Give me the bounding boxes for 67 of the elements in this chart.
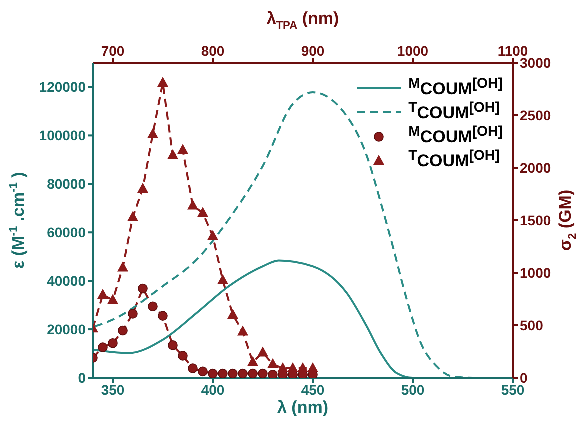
legend-label: $^{T}$COUM$^{[OH]}$ xyxy=(408,148,500,172)
y-tick-label: 120000 xyxy=(39,79,86,96)
point xyxy=(198,366,208,377)
x2-tick-label: 700 xyxy=(101,43,125,59)
x2-tick-label: 800 xyxy=(201,43,225,59)
point xyxy=(188,364,198,374)
point xyxy=(98,342,108,352)
point xyxy=(148,302,158,312)
point xyxy=(138,284,148,294)
x-tick-label: 400 xyxy=(201,382,225,398)
y-tick-label: 100000 xyxy=(39,128,86,144)
point xyxy=(128,309,138,319)
point xyxy=(268,370,278,378)
y-tick-label: 80000 xyxy=(47,176,86,192)
point xyxy=(158,311,168,321)
point xyxy=(188,200,198,210)
point xyxy=(228,309,238,319)
point xyxy=(168,149,178,160)
point xyxy=(248,356,258,366)
point xyxy=(98,289,108,300)
y2-tick-label: 500 xyxy=(520,317,544,334)
point xyxy=(158,76,168,87)
point xyxy=(118,326,128,336)
x2-tick-label: 1100 xyxy=(498,43,528,59)
y2-tick-label: 1500 xyxy=(520,212,552,228)
x-tick-label: 500 xyxy=(401,382,425,398)
point xyxy=(118,262,128,272)
point xyxy=(108,294,118,304)
point xyxy=(148,128,158,138)
y-tick-label: 60000 xyxy=(47,224,86,241)
legend-label: $^{M}$COUM$^{[OH]}$ xyxy=(408,76,503,100)
point xyxy=(108,338,118,348)
x2-tick-label: 1000 xyxy=(397,43,429,59)
legend-label: $^{T}$COUM$^{[OH]}$ xyxy=(408,100,500,124)
y-tick-label: 20000 xyxy=(47,322,86,338)
point xyxy=(178,351,188,361)
point xyxy=(238,368,248,378)
point xyxy=(258,346,268,357)
x-tick-label: 450 xyxy=(301,382,325,398)
point xyxy=(208,368,218,378)
x-tick-label: 350 xyxy=(101,382,125,398)
y2-tick-label: 1000 xyxy=(520,264,552,281)
y2-tick-label: 2500 xyxy=(520,107,552,124)
point xyxy=(218,368,228,378)
point xyxy=(238,326,248,336)
point xyxy=(278,362,288,373)
point xyxy=(208,230,218,240)
point xyxy=(248,368,258,378)
point xyxy=(298,362,308,373)
point xyxy=(198,207,208,218)
point xyxy=(288,362,298,373)
point xyxy=(218,274,228,284)
point xyxy=(128,211,138,222)
point xyxy=(258,368,268,378)
point xyxy=(308,362,318,373)
y-tick-label: 0 xyxy=(78,370,86,386)
y2-tick-label: 2000 xyxy=(520,160,552,176)
point xyxy=(168,340,178,350)
point xyxy=(138,183,148,193)
x2-tick-label: 900 xyxy=(301,43,325,59)
y-tick-label: 40000 xyxy=(47,273,86,290)
point xyxy=(178,144,188,154)
x2-axis-title: λ$_{TPA}$ (nm) xyxy=(266,9,340,32)
point xyxy=(268,358,278,368)
legend-label: $^{M}$COUM$^{[OH]}$ xyxy=(408,124,503,148)
point xyxy=(228,368,238,378)
x-axis-title: λ (nm) xyxy=(278,398,328,418)
